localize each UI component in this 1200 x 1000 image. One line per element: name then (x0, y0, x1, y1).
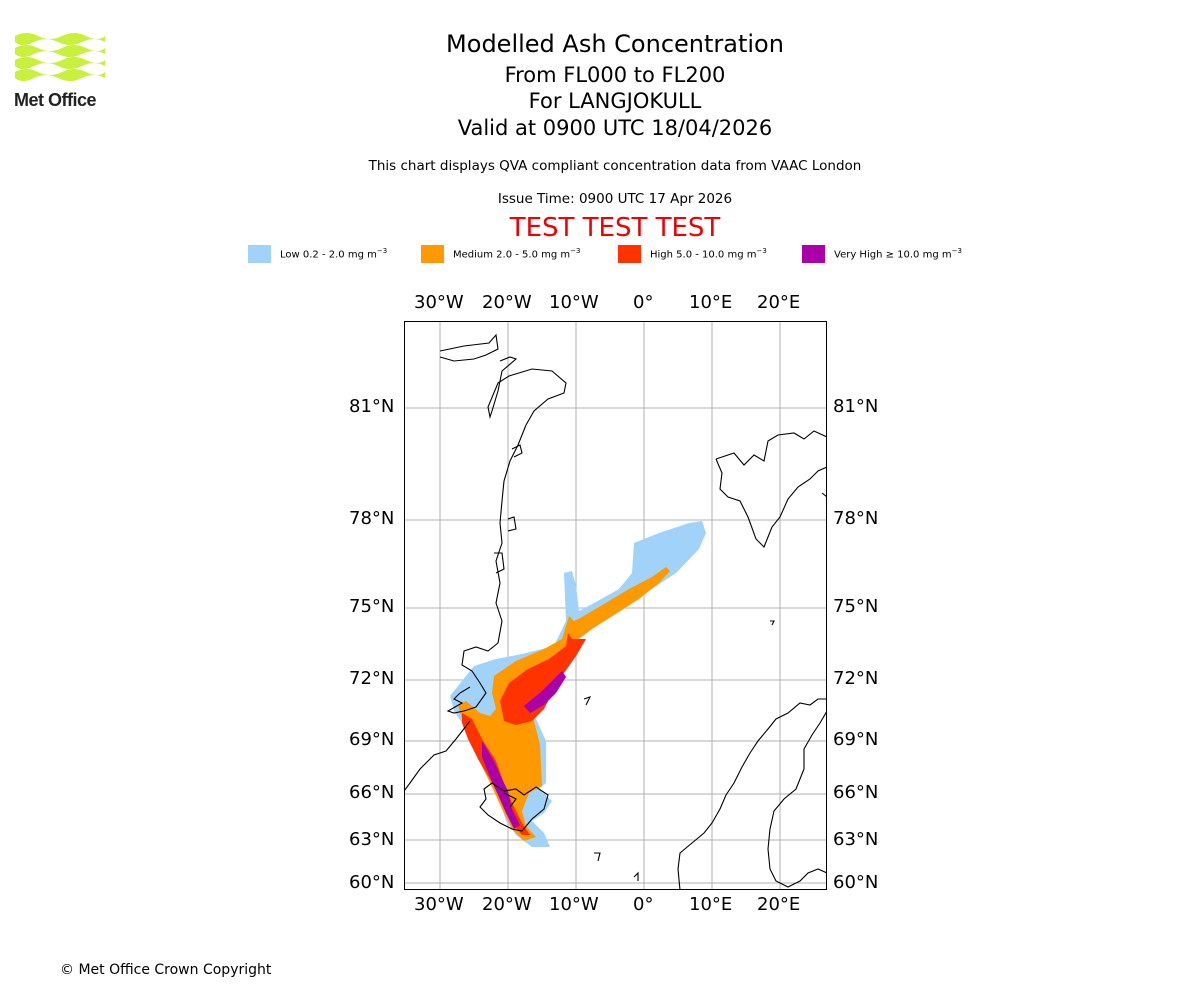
legend-label-high: High 5.0 - 10.0 mg m (650, 249, 757, 261)
lon-tick-bottom-20e: 20°E (757, 894, 801, 915)
lon-tick-bottom-0: 0° (633, 894, 654, 915)
chart-title: Modelled Ash Concentration (446, 30, 784, 58)
legend-item-very-high: Very High ≥ 10.0 mg m−3 (802, 244, 962, 264)
lat-tick-right-69n: 69°N (833, 729, 879, 750)
lat-tick-left-81n: 81°N (349, 396, 395, 417)
lat-tick-right-78n: 78°N (833, 508, 879, 529)
legend-item-medium: Medium 2.0 - 5.0 mg m−3 (421, 244, 580, 264)
legend-label-medium: Medium 2.0 - 5.0 mg m (453, 249, 571, 261)
lat-tick-left-75n: 75°N (349, 596, 395, 617)
lat-tick-left-63n: 63°N (349, 829, 395, 850)
lat-tick-left-60n: 60°N (349, 872, 395, 893)
lat-tick-left-66n: 66°N (349, 782, 395, 803)
lon-tick-bottom-30w: 30°W (414, 894, 464, 915)
lon-tick-top-20e: 20°E (757, 292, 801, 313)
chart-description: This chart displays QVA compliant concen… (368, 158, 862, 174)
lat-tick-left-72n: 72°N (349, 668, 395, 689)
legend-swatch-high (618, 245, 641, 263)
copyright-text: © Met Office Crown Copyright (60, 962, 272, 978)
lon-tick-top-30w: 30°W (414, 292, 464, 313)
ash-medium-region (458, 567, 670, 841)
legend-swatch-low (248, 245, 271, 263)
lon-tick-top-10e: 10°E (689, 292, 733, 313)
logo-text: Met Office (14, 90, 97, 110)
lon-tick-bottom-10w: 10°W (549, 894, 599, 915)
lat-tick-right-60n: 60°N (833, 872, 879, 893)
legend-item-low: Low 0.2 - 2.0 mg m−3 (248, 244, 387, 264)
lat-tick-left-69n: 69°N (349, 729, 395, 750)
lat-tick-right-63n: 63°N (833, 829, 879, 850)
legend-swatch-medium (421, 245, 444, 263)
flight-levels: From FL000 to FL200 (504, 63, 726, 87)
legend-label-very-high: Very High ≥ 10.0 mg m (834, 249, 952, 261)
lat-tick-right-72n: 72°N (833, 668, 879, 689)
coastlines (404, 333, 827, 890)
lat-tick-left-78n: 78°N (349, 508, 395, 529)
lon-tick-top-10w: 10°W (549, 292, 599, 313)
lat-tick-right-75n: 75°N (833, 596, 879, 617)
valid-time: Valid at 0900 UTC 18/04/2026 (457, 116, 773, 140)
met-office-waves-icon (15, 33, 105, 81)
lat-tick-right-81n: 81°N (833, 396, 879, 417)
ash-concentration-map[interactable] (404, 321, 827, 890)
legend-swatch-very-high (802, 245, 825, 263)
legend-label-low: Low 0.2 - 2.0 mg m (280, 249, 377, 261)
volcano-location: For LANGJOKULL (528, 89, 702, 113)
lon-tick-bottom-10e: 10°E (689, 894, 733, 915)
lon-tick-top-0: 0° (633, 292, 654, 313)
lon-tick-top-20w: 20°W (482, 292, 532, 313)
lon-tick-bottom-20w: 20°W (482, 894, 532, 915)
met-office-logo: Met Office (14, 30, 109, 112)
test-banner: TEST TEST TEST (509, 213, 721, 243)
legend-item-high: High 5.0 - 10.0 mg m−3 (618, 244, 767, 264)
lat-tick-right-66n: 66°N (833, 782, 879, 803)
issue-time: Issue Time: 0900 UTC 17 Apr 2026 (497, 191, 733, 207)
